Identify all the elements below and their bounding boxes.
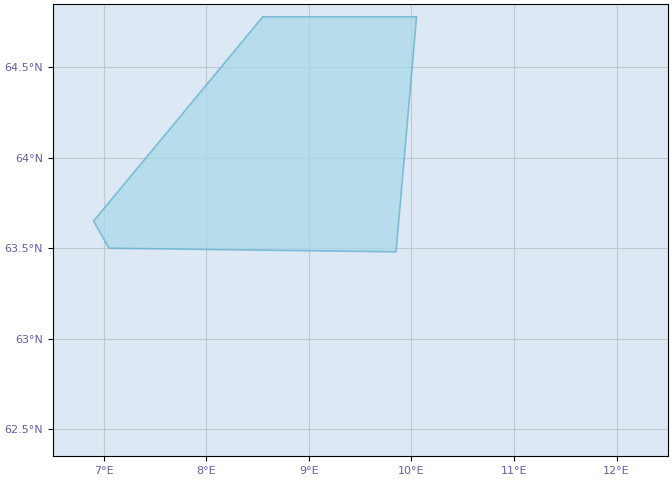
Polygon shape xyxy=(93,17,417,252)
